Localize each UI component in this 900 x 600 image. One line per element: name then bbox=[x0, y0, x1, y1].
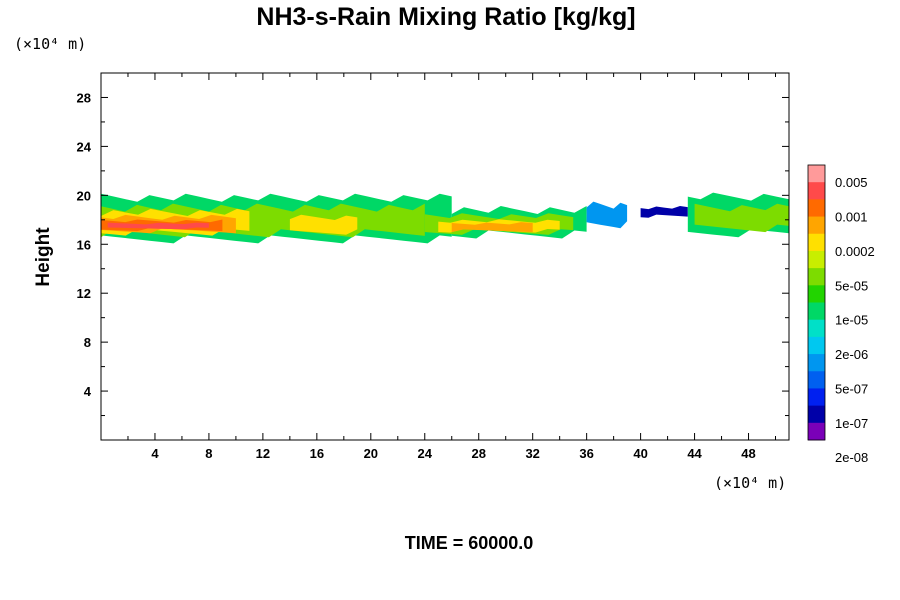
contour-band bbox=[640, 206, 688, 218]
x-tick-label: 32 bbox=[525, 446, 539, 461]
plot-area bbox=[101, 192, 789, 244]
colorbar-swatch bbox=[808, 250, 825, 269]
contour-band bbox=[451, 222, 533, 233]
colorbar-swatch bbox=[808, 319, 825, 338]
colorbar: 0.005 0.001 0.0002 5e-05 1e-05 2e-06 5e-07 1e-0… bbox=[807, 164, 875, 465]
y-axis-label: Height bbox=[33, 227, 54, 287]
x-tick-label: 28 bbox=[471, 446, 485, 461]
colorbar-label: 1e-05 bbox=[835, 313, 868, 328]
colorbar-label: 0.005 bbox=[835, 175, 868, 190]
colorbar-swatch bbox=[808, 182, 825, 200]
colorbar-swatch bbox=[808, 336, 825, 355]
colorbar-label: 5e-05 bbox=[835, 278, 868, 293]
x-tick-label: 36 bbox=[579, 446, 593, 461]
colorbar-swatch bbox=[808, 422, 825, 441]
colorbar-label: 0.001 bbox=[835, 210, 868, 225]
x-tick-label: 12 bbox=[256, 446, 270, 461]
y-tick-label: 28 bbox=[77, 90, 91, 105]
colorbar-swatch bbox=[808, 268, 825, 286]
y-tick-label: 16 bbox=[77, 237, 91, 252]
y-tick-label: 20 bbox=[77, 188, 91, 203]
colorbar-swatch bbox=[808, 354, 825, 372]
contour-band bbox=[694, 203, 789, 233]
x-tick-label: 48 bbox=[741, 446, 755, 461]
time-label: TIME = 60000.0 bbox=[405, 533, 534, 553]
y-tick-label: 24 bbox=[77, 139, 92, 154]
x-tick-label: 4 bbox=[151, 446, 159, 461]
y-unit-label: (×10⁴ m) bbox=[14, 35, 86, 53]
x-tick-label: 40 bbox=[633, 446, 647, 461]
colorbar-label: 2e-06 bbox=[835, 347, 868, 362]
colorbar-label: 5e-07 bbox=[835, 381, 868, 396]
x-tick-label: 20 bbox=[364, 446, 378, 461]
x-tick-label: 16 bbox=[310, 446, 324, 461]
chart-title: NH3-s-Rain Mixing Ratio [kg/kg] bbox=[256, 3, 635, 31]
colorbar-swatch bbox=[808, 285, 825, 303]
colorbar-swatch bbox=[808, 405, 825, 424]
colorbar-swatch bbox=[808, 199, 825, 217]
plot-frame bbox=[100, 72, 790, 441]
x-unit-label: (×10⁴ m) bbox=[714, 474, 786, 492]
colorbar-label: 0.0002 bbox=[835, 244, 875, 259]
y-tick-label: 8 bbox=[84, 335, 91, 350]
colorbar-swatch bbox=[808, 216, 825, 235]
colorbar-label: 1e-07 bbox=[835, 416, 868, 431]
colorbar-frame bbox=[807, 164, 826, 441]
x-axis: 4 8 12 16 20 24 28 32 36 40 44 48 bbox=[127, 73, 777, 461]
colorbar-swatch bbox=[808, 165, 825, 183]
contour-band bbox=[107, 222, 209, 230]
y-axis: 4 8 12 16 20 24 28 bbox=[77, 90, 789, 417]
colorbar-swatch bbox=[808, 233, 825, 252]
x-tick-label: 44 bbox=[687, 446, 702, 461]
colorbar-swatch bbox=[808, 371, 825, 389]
colorbar-swatch bbox=[808, 302, 825, 321]
colorbar-swatch bbox=[808, 388, 825, 407]
contour-band bbox=[289, 214, 358, 235]
contour-band bbox=[586, 201, 628, 229]
y-tick-label: 4 bbox=[84, 384, 92, 399]
x-tick-label: 8 bbox=[205, 446, 212, 461]
x-tick-label: 24 bbox=[418, 446, 433, 461]
y-tick-label: 12 bbox=[77, 286, 91, 301]
colorbar-label: 2e-08 bbox=[835, 450, 868, 465]
